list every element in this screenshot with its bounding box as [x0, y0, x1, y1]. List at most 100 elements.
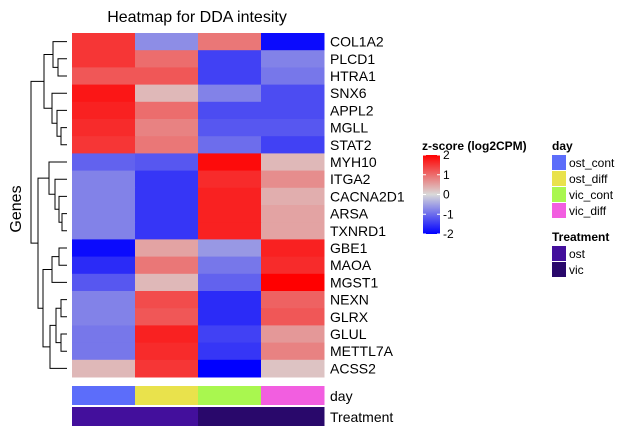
heat-cell-stat2-ost-diff [135, 136, 199, 154]
heat-cell-gbe1-ost-diff [135, 239, 199, 258]
heat-cell-mgll-vic-diff [261, 119, 325, 137]
heat-cell-arsa-vic-cont [198, 205, 262, 223]
heat-cell-stat2-vic-diff [261, 136, 325, 154]
heat-cell-gbe1-vic-cont [198, 239, 262, 258]
annotation-treatment-cell [261, 407, 325, 426]
row-label: SNX6 [330, 85, 367, 101]
heat-cell-htra1-ost-cont [72, 67, 136, 86]
heat-cell-cacna2d1-vic-diff [261, 187, 325, 206]
heat-cell-acss2-ost-cont [72, 359, 136, 378]
dendrogram-branch [51, 92, 67, 124]
colorbar-tick-label: 2 [443, 148, 450, 162]
heat-cell-mgll-ost-diff [135, 119, 199, 137]
legend-swatch [552, 171, 566, 186]
heat-cell-glul-vic-diff [261, 325, 325, 344]
heat-cell-glrx-ost-cont [72, 308, 136, 326]
annotation-day-cell [135, 386, 199, 405]
heat-cell-acss2-ost-diff [135, 359, 199, 378]
row-label: GBE1 [330, 240, 368, 256]
legend-swatch [552, 187, 566, 202]
row-label: GLRX [330, 309, 369, 325]
heat-cell-gbe1-ost-cont [72, 239, 136, 258]
heat-cell-mettl7a-ost-diff [135, 342, 199, 361]
row-label: MAOA [330, 257, 372, 273]
legend-swatch [552, 246, 566, 261]
heat-cell-stat2-ost-cont [72, 136, 136, 154]
row-label: PLCD1 [330, 51, 375, 67]
legend-swatch [552, 155, 566, 170]
row-label: MYH10 [330, 154, 377, 170]
heat-cell-htra1-vic-diff [261, 67, 325, 86]
heat-cell-appl2-vic-cont [198, 101, 262, 120]
heat-cell-myh10-ost-diff [135, 153, 199, 172]
row-label: GLUL [330, 326, 367, 342]
column-annotations: day Treatment [72, 386, 393, 426]
heat-cell-mgll-ost-cont [72, 119, 136, 137]
heat-cell-arsa-ost-diff [135, 205, 199, 223]
heat-cell-itga2-vic-cont [198, 170, 262, 189]
heat-cell-acss2-vic-diff [261, 359, 325, 378]
colorbar-tick-label: -2 [443, 227, 454, 241]
colorbar-tick-label: 1 [443, 168, 450, 182]
dendrogram-branch [57, 58, 67, 77]
dendrogram-branch [60, 127, 67, 146]
heat-cell-stat2-vic-cont [198, 136, 262, 154]
colorbar-tick-label: 0 [443, 188, 450, 202]
row-label: MGST1 [330, 274, 378, 290]
row-label: APPL2 [330, 102, 374, 118]
colorbar-tick-label: -1 [443, 207, 454, 221]
heat-cell-glul-vic-cont [198, 325, 262, 344]
heat-cell-plcd1-vic-cont [198, 50, 262, 68]
heat-cell-myh10-vic-diff [261, 153, 325, 172]
dendrogram-branch [49, 324, 67, 369]
heat-cell-myh10-vic-cont [198, 153, 262, 172]
heat-cell-txnrd1-ost-cont [72, 222, 136, 240]
heat-cell-col1a2-ost-diff [135, 33, 199, 51]
heat-cell-gbe1-vic-diff [261, 239, 325, 258]
heat-cell-appl2-ost-diff [135, 101, 199, 120]
dendrogram-branch [52, 41, 67, 68]
y-axis-label: Genes [8, 185, 25, 232]
legend-swatch [552, 262, 566, 277]
heat-cell-arsa-vic-diff [261, 205, 325, 223]
dendrogram-branch [55, 307, 61, 344]
heat-cell-glrx-ost-diff [135, 308, 199, 326]
heat-cell-mettl7a-vic-cont [198, 342, 262, 361]
heat-cell-snx6-ost-cont [72, 84, 136, 103]
legend-entry-label: ost [569, 247, 586, 261]
dendrogram-branch [54, 178, 67, 210]
heat-cell-maoa-ost-diff [135, 256, 199, 275]
dendrogram-branch [58, 195, 67, 223]
heat-cell-mgst1-ost-diff [135, 273, 199, 292]
legend-swatch [552, 203, 566, 218]
heat-cell-mgst1-vic-cont [198, 273, 262, 292]
row-label: ARSA [330, 206, 369, 222]
heat-cell-htra1-vic-cont [198, 67, 262, 86]
row-label: ACSS2 [330, 360, 376, 376]
annotation-legends: day ost_cont ost_diff vic_cont vic_diff Treat… [552, 139, 615, 277]
heat-cell-mettl7a-vic-diff [261, 342, 325, 361]
dendrogram-branch [48, 161, 67, 195]
heat-cell-txnrd1-ost-diff [135, 222, 199, 240]
annotation-treatment-cell [72, 407, 136, 426]
annotation-label-day: day [330, 388, 353, 404]
heat-cell-appl2-ost-cont [72, 101, 136, 120]
heat-cell-htra1-ost-diff [135, 67, 199, 86]
row-label: ITGA2 [330, 171, 371, 187]
row-label: COL1A2 [330, 34, 384, 50]
heat-cell-cacna2d1-ost-cont [72, 187, 136, 206]
annotation-treatment-cell [135, 407, 199, 426]
colorbar-legend: z-score (log2CPM)2 1 0 -1 -2 [422, 139, 527, 241]
heat-cell-maoa-ost-cont [72, 256, 136, 275]
heat-cell-snx6-vic-diff [261, 84, 325, 103]
heat-cell-nexn-ost-diff [135, 291, 199, 309]
legend-entry-label: ost_diff [569, 172, 608, 186]
row-label: HTRA1 [330, 68, 376, 84]
heat-cell-col1a2-vic-cont [198, 33, 262, 51]
heat-cell-appl2-vic-diff [261, 101, 325, 120]
heat-cell-mgst1-ost-cont [72, 273, 136, 292]
annotation-label-treatment: Treatment [330, 409, 393, 425]
legend-title-treatment: Treatment [552, 230, 609, 244]
legend-entry-label: vic_cont [569, 188, 614, 202]
dendrogram-branch [58, 247, 67, 266]
